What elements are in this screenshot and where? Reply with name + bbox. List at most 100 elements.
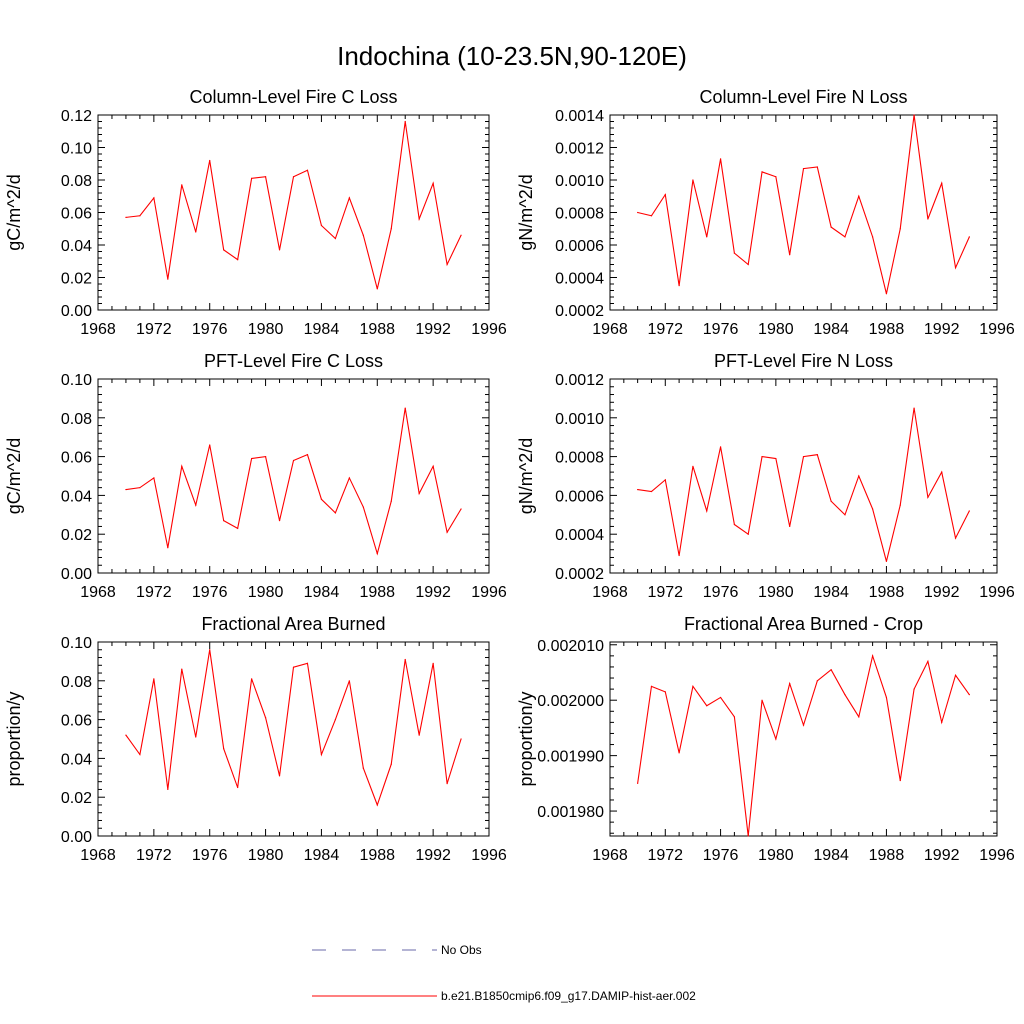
x-tick-label: 1972 <box>136 321 172 338</box>
data-point <box>195 504 197 506</box>
data-point <box>446 263 448 266</box>
data-point <box>899 779 901 782</box>
series-line <box>637 408 970 562</box>
data-point <box>460 738 462 740</box>
x-tick-label: 1988 <box>869 584 905 601</box>
data-point <box>376 804 378 806</box>
data-point <box>789 525 791 528</box>
y-axis-label: gC/m^2/d <box>4 174 24 250</box>
y-tick-label: 0.0006 <box>555 238 604 255</box>
x-tick-label: 1968 <box>80 584 116 601</box>
y-tick-label: 0.0008 <box>555 206 604 223</box>
x-tick-label: 1980 <box>758 847 794 864</box>
data-point <box>320 753 323 756</box>
data-point <box>278 775 281 777</box>
data-point <box>678 285 680 287</box>
legend-label: No Obs <box>441 943 482 957</box>
data-point <box>761 171 763 173</box>
data-point <box>292 666 295 668</box>
data-point <box>181 465 183 467</box>
data-point <box>706 236 708 238</box>
panel-5: 1968 1972 1976 1980 1984 1988 1992 1996 0.00 0.02… <box>4 614 507 864</box>
y-tick-label: 0.002000 <box>537 693 604 710</box>
data-point <box>941 721 943 723</box>
legend-entry: No Obs <box>312 943 482 957</box>
data-point <box>802 724 805 726</box>
x-tick-label: 1972 <box>647 847 683 864</box>
data-point <box>460 508 462 510</box>
y-tick-label: 0.0002 <box>555 303 604 320</box>
x-tick-label: 1984 <box>813 847 849 864</box>
data-point <box>432 662 434 664</box>
x-tick-label: 1996 <box>471 847 507 864</box>
legend-entry: b.e21.B1850cmip6.f09_g17.DAMIP-hist-aer.… <box>312 989 696 1003</box>
x-tick-label: 1988 <box>869 321 905 338</box>
data-point <box>968 236 970 238</box>
x-tick-label: 1980 <box>248 584 284 601</box>
y-tick-label: 0.002010 <box>537 638 604 655</box>
data-point <box>237 259 239 261</box>
panel-4: 1968 1972 1976 1980 1984 1988 1992 1996 0.0002 0.… <box>516 351 1015 601</box>
data-point <box>348 477 350 479</box>
data-point <box>195 736 197 738</box>
data-point <box>678 752 680 754</box>
data-point <box>692 465 694 467</box>
data-point <box>334 512 336 514</box>
x-tick-label: 1996 <box>979 584 1015 601</box>
data-point <box>278 249 281 251</box>
data-point <box>418 218 420 220</box>
plot-frame <box>97 378 490 574</box>
y-tick-label: 0.06 <box>61 713 92 730</box>
x-tick-label: 1992 <box>924 584 960 601</box>
data-point <box>348 680 350 682</box>
data-point <box>348 197 350 199</box>
data-point <box>650 215 653 217</box>
data-point <box>802 456 805 458</box>
data-point <box>719 158 722 160</box>
panel-3: 1968 1972 1976 1980 1984 1988 1992 1996 0.00 0.02… <box>4 351 507 601</box>
data-point <box>223 249 225 251</box>
x-tick-label: 1996 <box>979 321 1015 338</box>
series-line <box>125 121 462 290</box>
x-tick-label: 1980 <box>758 584 794 601</box>
data-point <box>775 738 777 740</box>
data-point <box>844 236 846 238</box>
data-point <box>334 719 336 721</box>
data-point <box>706 705 708 707</box>
x-tick-label: 1996 <box>979 847 1015 864</box>
x-tick-label: 1972 <box>647 321 683 338</box>
data-point <box>872 236 874 238</box>
data-point <box>167 278 169 280</box>
data-point <box>278 520 281 522</box>
data-point <box>844 514 846 516</box>
data-point <box>404 407 406 409</box>
panel-title: Column-Level Fire C Loss <box>189 87 397 107</box>
y-tick-label: 0.02 <box>61 790 92 807</box>
legend-label: b.e21.B1850cmip6.f09_g17.DAMIP-hist-aer.… <box>441 989 696 1003</box>
data-point <box>830 669 832 671</box>
data-point <box>885 560 888 562</box>
x-tick-label: 1968 <box>592 584 628 601</box>
y-tick-label: 0.0004 <box>555 527 604 544</box>
data-point <box>362 506 364 508</box>
x-tick-label: 1984 <box>304 321 340 338</box>
data-point <box>264 176 267 178</box>
y-tick-label: 0.0006 <box>555 488 604 505</box>
data-point <box>747 835 749 837</box>
series-line <box>637 653 970 837</box>
panel-title: PFT-Level Fire C Loss <box>204 351 383 371</box>
data-point <box>251 177 253 179</box>
data-point <box>139 487 141 489</box>
series-line <box>637 114 970 294</box>
data-point <box>251 678 253 680</box>
y-tick-label: 0.10 <box>61 372 92 389</box>
data-point <box>872 508 874 510</box>
data-point <box>719 696 722 699</box>
data-point <box>747 533 749 535</box>
data-point <box>306 662 309 664</box>
data-point <box>954 674 957 676</box>
data-point <box>706 510 708 512</box>
x-tick-label: 1968 <box>592 321 628 338</box>
data-point <box>167 547 169 549</box>
data-point <box>858 475 860 477</box>
